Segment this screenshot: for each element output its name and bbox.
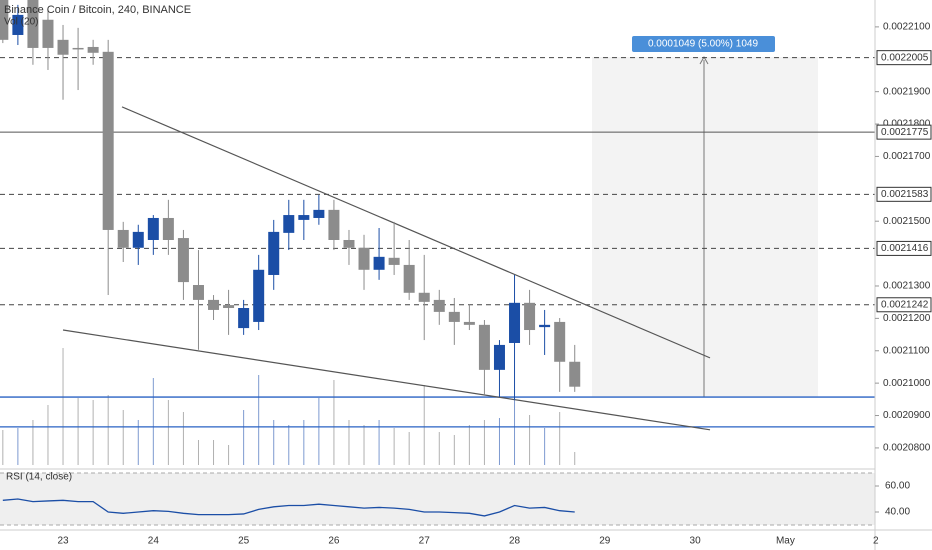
level-label: 0.0021416 — [881, 243, 929, 254]
x-tick-label: 29 — [599, 536, 611, 547]
x-tick-label: 27 — [419, 536, 431, 547]
candle-body — [569, 361, 581, 387]
candle-body — [463, 321, 475, 325]
y-tick-label: 0.0021900 — [883, 86, 931, 97]
candle-body — [87, 46, 99, 53]
candle-body — [554, 321, 566, 362]
y-tick-label: 0.0021500 — [883, 216, 931, 227]
candle-body — [132, 231, 144, 248]
candle-body — [539, 324, 551, 328]
candle-body — [328, 209, 340, 240]
y-tick-label: 0.0020800 — [883, 443, 931, 454]
candle-body — [524, 302, 536, 331]
candle-body — [418, 292, 430, 302]
volume-label: Vol (20) — [4, 17, 38, 28]
candle-body — [283, 215, 295, 233]
chart-title: Binance Coin / Bitcoin, 240, BINANCE — [4, 4, 191, 16]
candle-body — [448, 311, 460, 322]
y-tick-label: 40.00 — [885, 507, 910, 518]
candle-body — [102, 51, 114, 230]
candle-body — [403, 264, 415, 293]
candle-body — [117, 229, 129, 248]
candle-body — [253, 269, 265, 322]
y-tick-label: 60.00 — [885, 481, 910, 492]
candle-body — [268, 231, 280, 275]
candle-body — [192, 285, 204, 300]
y-tick-label: 0.0021800 — [883, 119, 931, 130]
candle-body — [358, 247, 370, 270]
level-label-box — [876, 124, 932, 140]
level-label: 0.0022005 — [881, 52, 929, 63]
measure-arrowhead — [699, 55, 709, 65]
candle-body — [147, 217, 159, 240]
trendline — [121, 106, 711, 359]
rsi-line — [2, 498, 575, 517]
x-tick-label: May — [776, 536, 795, 547]
candle-body — [478, 324, 490, 370]
candle-body — [42, 19, 54, 48]
x-tick-label: 24 — [148, 536, 160, 547]
candle-body — [57, 39, 69, 55]
x-tick-label: 25 — [238, 536, 250, 547]
level-label: 0.0021775 — [881, 127, 929, 138]
rsi-title: RSI (14, close) — [6, 472, 72, 483]
candle-body — [0, 0, 9, 40]
x-tick-label: 30 — [690, 536, 702, 547]
y-tick-label: 0.0021100 — [883, 345, 930, 356]
level-label-box — [876, 240, 932, 256]
candle-body — [223, 305, 235, 309]
y-tick-label: 0.0021200 — [883, 313, 931, 324]
level-label-box — [876, 297, 932, 313]
candle-body — [298, 215, 310, 220]
level-label-box — [876, 186, 932, 202]
y-tick-label: 0.0021000 — [883, 378, 931, 389]
candle-body — [343, 239, 355, 248]
candle-body — [12, 14, 24, 35]
y-tick-label: 0.0022100 — [883, 22, 931, 33]
x-tick-label: 2 — [873, 536, 879, 547]
y-tick-label: 0.0021300 — [883, 281, 931, 292]
candle-body — [177, 238, 189, 283]
y-tick-label: 0.0021700 — [883, 151, 931, 162]
measure-label: 0.0001049 (5.00%) 1049 — [648, 39, 759, 50]
level-label: 0.0021242 — [881, 299, 929, 310]
x-tick-label: 28 — [509, 536, 521, 547]
level-label: 0.0021583 — [881, 189, 929, 200]
candle-body — [238, 308, 250, 329]
trendline — [62, 329, 711, 431]
price-axis — [875, 0, 932, 550]
candle-body — [313, 209, 325, 218]
x-tick-label: 23 — [57, 536, 69, 547]
candle-body — [373, 256, 385, 270]
candle-body — [388, 257, 400, 265]
candle-body — [72, 47, 84, 50]
rsi-band — [0, 472, 875, 526]
candle-body — [509, 302, 521, 343]
candle-body — [27, 0, 39, 48]
measure-area — [592, 57, 818, 397]
y-tick-label: 0.0020900 — [883, 410, 931, 421]
x-tick-label: 26 — [328, 536, 340, 547]
level-label-box — [876, 50, 932, 66]
candle-body — [208, 299, 220, 310]
candle-body — [162, 217, 174, 240]
measure-box — [632, 36, 775, 52]
candle-body — [433, 299, 445, 312]
candle-body — [493, 344, 505, 370]
